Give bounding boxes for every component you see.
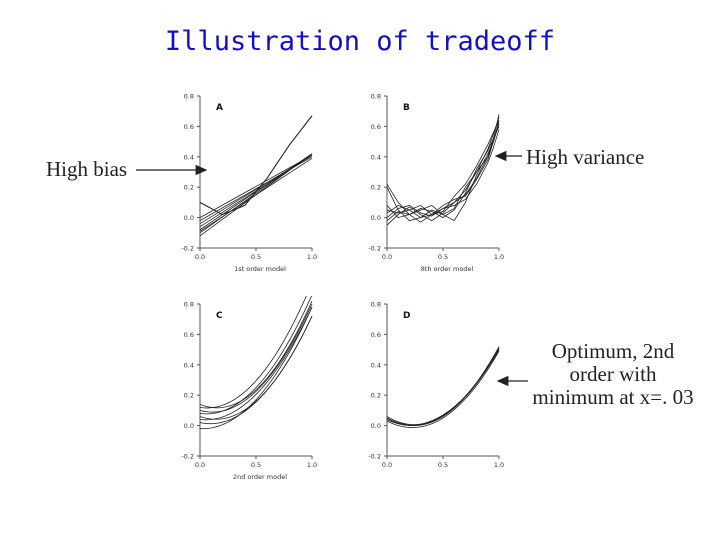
panel-c-xtick-label-1: 0.5 <box>251 461 261 469</box>
optimum-label: Optimum, 2nd order with minimum at x=. 0… <box>532 339 694 409</box>
slide-title: Illustration of tradeoff <box>164 26 556 57</box>
panel-d-letter: D <box>403 311 410 321</box>
panel-c-letter: C <box>216 311 223 321</box>
panel-a-ytick-label-1: 0.0 <box>184 214 194 222</box>
panel-a-fit-line-6 <box>199 154 313 218</box>
panel-c-fit-curve-2 <box>199 303 313 413</box>
panel-b-series-2 <box>386 117 500 226</box>
panel-c-ytick-label-1: 0.0 <box>184 422 194 430</box>
panel-c-ytick-label-0: -0.2 <box>181 453 194 461</box>
panel-d-xtick-label-0: 0.0 <box>382 461 392 469</box>
panel-d-ytick-label-3: 0.4 <box>371 361 381 369</box>
panel-a-ytick-label-5: 0.8 <box>184 93 194 101</box>
panel-c-fit-curve-4 <box>199 300 313 409</box>
panel-c-xtick-label-2: 1.0 <box>307 461 317 469</box>
panel-c-ytick-label-3: 0.4 <box>184 361 194 369</box>
panel-a-ytick-label-3: 0.4 <box>184 153 194 161</box>
panel-b-ytick-label-0: -0.2 <box>368 245 381 253</box>
panel-b-ytick-label-1: 0.0 <box>371 214 381 222</box>
panel-a-fit-line-7 <box>199 157 313 232</box>
panel-d-fit-curve-2 <box>386 346 500 426</box>
panel-a-xtick-label-1: 0.5 <box>251 253 261 261</box>
panel-d-ytick-label-2: 0.2 <box>371 392 381 400</box>
panel-c-fit-curve-3 <box>199 306 313 421</box>
panel-b-series-4 <box>386 120 500 218</box>
panel-c-fit-curve-0 <box>199 296 307 409</box>
panel-b-xtick-label-2: 1.0 <box>494 253 504 261</box>
panel-b-series-6 <box>386 123 500 222</box>
panel-c-fit-curve-7 <box>199 306 313 430</box>
panel-a-xtick-label-0: 0.0 <box>195 253 205 261</box>
panel-c-ytick-label-2: 0.2 <box>184 392 194 400</box>
panel-b-xlabel: 8th order model <box>421 265 474 273</box>
panel-d-ytick-label-0: -0.2 <box>368 453 381 461</box>
panel-b-series-3 <box>386 126 500 219</box>
high-bias-label: High bias <box>46 157 128 181</box>
panel-b-ytick-label-3: 0.4 <box>371 153 381 161</box>
panel-a-ytick-label-2: 0.2 <box>184 184 194 192</box>
panel-b-xtick-label-0: 0.0 <box>382 253 392 261</box>
panel-b-xtick-label-1: 0.5 <box>438 253 448 261</box>
panel-b-ytick-label-2: 0.2 <box>371 184 381 192</box>
panel-b-letter: B <box>403 103 410 113</box>
panel-d-ytick-label-1: 0.0 <box>371 422 381 430</box>
panel-b-ytick-label-4: 0.6 <box>371 123 381 131</box>
panel-d-ytick-label-4: 0.6 <box>371 331 381 339</box>
panel-a-ytick-label-0: -0.2 <box>181 245 194 253</box>
panel-c-xtick-label-0: 0.0 <box>195 461 205 469</box>
panel-d-ytick-label-5: 0.8 <box>371 301 381 309</box>
panel-b-series-7 <box>386 120 500 215</box>
panel-b-ytick-label-5: 0.8 <box>371 93 381 101</box>
panel-d-fit-curve-3 <box>386 350 500 428</box>
panel-a-true-curve <box>199 115 313 216</box>
panel-b-series-1 <box>386 123 500 219</box>
panel-c-fit-curve-6 <box>199 315 313 420</box>
panel-a-xtick-label-2: 1.0 <box>307 253 317 261</box>
panel-c-fit-curve-1 <box>199 296 312 415</box>
panel-d-plot: -0.20.00.20.40.60.80.0 0.5 1.0D <box>368 301 504 470</box>
panel-d-fit-curve-5 <box>386 347 500 427</box>
panel-d-xtick-label-1: 0.5 <box>438 461 448 469</box>
panel-c-xlabel: 2nd order model <box>233 473 287 481</box>
panel-a-ytick-label-4: 0.6 <box>184 123 194 131</box>
panel-a-letter: A <box>216 103 223 113</box>
high-variance-label: High variance <box>526 145 645 169</box>
panel-c-ytick-label-4: 0.6 <box>184 331 194 339</box>
panel-c-ytick-label-5: 0.8 <box>184 301 194 309</box>
panel-a-fit-line-5 <box>199 156 313 221</box>
panel-a-xlabel: 1st order model <box>234 265 286 273</box>
panel-d-xtick-label-2: 1.0 <box>494 461 504 469</box>
panel-b-series-5 <box>386 129 500 223</box>
